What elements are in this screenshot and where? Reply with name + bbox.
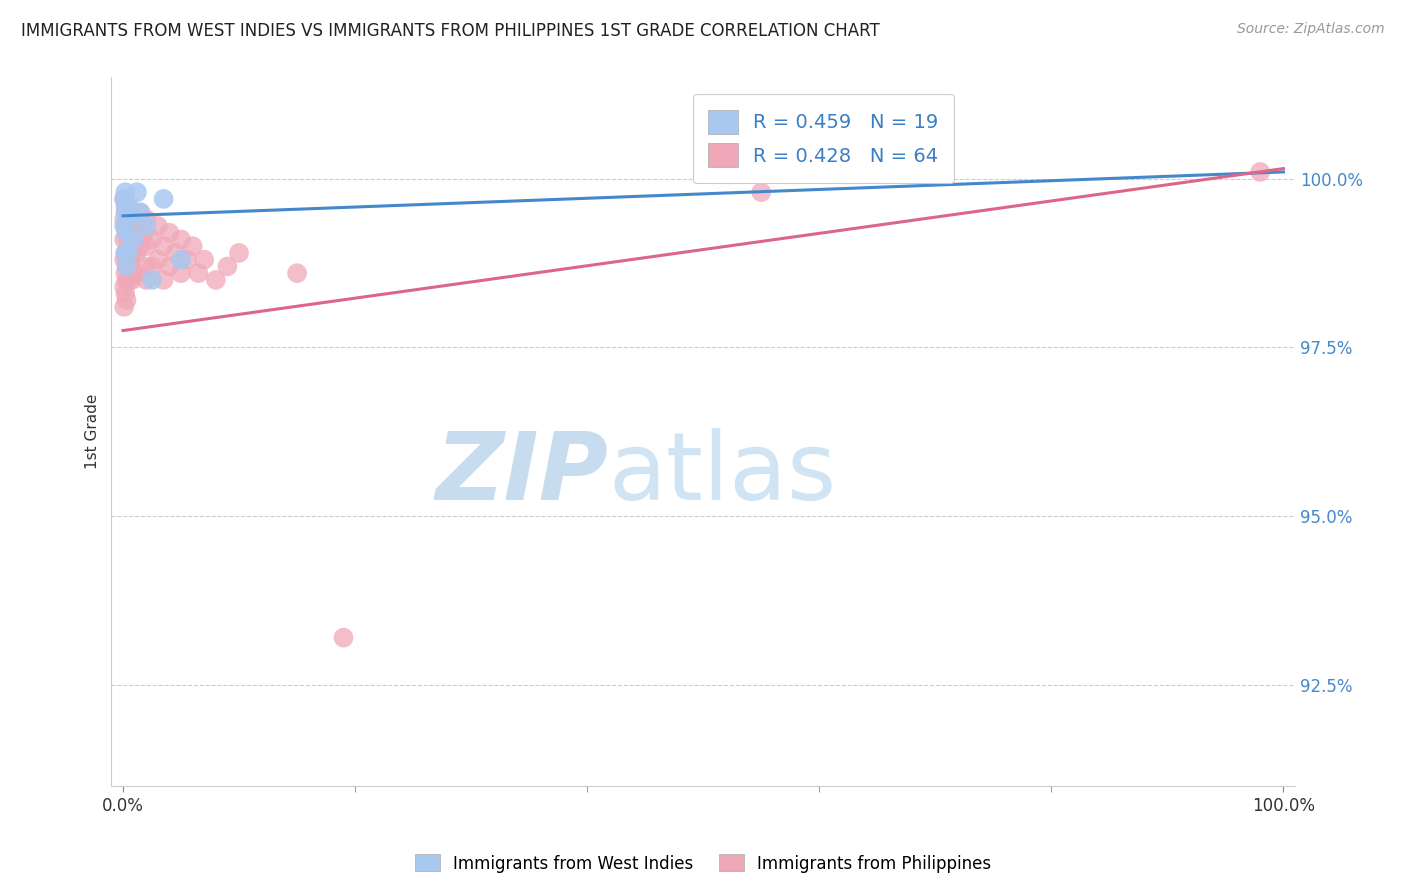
Point [146, 252, 169, 267]
Point [112, 300, 135, 314]
Point [152, 239, 174, 253]
Point [112, 192, 135, 206]
Point [122, 266, 145, 280]
Point [170, 252, 193, 267]
Point [146, 219, 169, 233]
Point [112, 232, 135, 246]
Point [112, 219, 135, 233]
Point [205, 273, 228, 287]
Point [217, 260, 239, 274]
Point [117, 212, 139, 227]
Legend: R = 0.459   N = 19, R = 0.428   N = 64: R = 0.459 N = 19, R = 0.428 N = 64 [693, 95, 953, 183]
Text: atlas: atlas [609, 428, 837, 520]
Point [114, 246, 136, 260]
Point [159, 260, 181, 274]
Point [115, 226, 138, 240]
Point [159, 226, 181, 240]
Point [112, 279, 135, 293]
Point [120, 260, 142, 274]
Point [170, 266, 193, 280]
Point [125, 219, 148, 233]
Point [132, 260, 155, 274]
Point [141, 260, 163, 274]
Point [122, 232, 145, 246]
Point [114, 286, 136, 301]
Point [124, 266, 146, 280]
Point [115, 273, 138, 287]
Point [135, 219, 157, 233]
Point [118, 219, 141, 233]
Point [115, 199, 138, 213]
Point [187, 266, 209, 280]
Point [112, 212, 135, 227]
Point [120, 232, 142, 246]
Point [117, 232, 139, 246]
Point [114, 205, 136, 219]
Point [165, 246, 187, 260]
Point [117, 260, 139, 274]
Point [129, 205, 152, 219]
Point [118, 252, 141, 267]
Point [122, 239, 145, 253]
Point [285, 266, 308, 280]
Point [121, 246, 143, 260]
Point [112, 252, 135, 267]
Point [114, 266, 136, 280]
Point [135, 212, 157, 227]
Legend: Immigrants from West Indies, Immigrants from Philippines: Immigrants from West Indies, Immigrants … [408, 847, 998, 880]
Point [118, 226, 141, 240]
Point [117, 246, 139, 260]
Point [115, 252, 138, 267]
Point [141, 232, 163, 246]
Point [332, 631, 354, 645]
Point [129, 205, 152, 219]
Point [129, 239, 152, 253]
Point [193, 252, 215, 267]
Point [112, 192, 135, 206]
Text: Source: ZipAtlas.com: Source: ZipAtlas.com [1237, 22, 1385, 37]
Point [176, 252, 198, 267]
Point [125, 246, 148, 260]
Point [124, 212, 146, 227]
Point [125, 185, 148, 199]
Point [115, 293, 138, 308]
Point [124, 239, 146, 253]
Point [170, 232, 193, 246]
Point [118, 199, 141, 213]
Point [114, 219, 136, 233]
Point [181, 239, 204, 253]
Point [114, 185, 136, 199]
Point [152, 192, 174, 206]
Point [117, 212, 139, 227]
Point [120, 205, 142, 219]
Point [118, 273, 141, 287]
Point [135, 239, 157, 253]
Point [115, 205, 138, 219]
Point [121, 273, 143, 287]
Point [115, 260, 138, 274]
Point [141, 273, 163, 287]
Point [118, 246, 141, 260]
Point [152, 273, 174, 287]
Point [1249, 165, 1271, 179]
Point [114, 199, 136, 213]
Point [115, 226, 138, 240]
Point [749, 185, 772, 199]
Point [132, 226, 155, 240]
Text: ZIP: ZIP [436, 428, 609, 520]
Text: IMMIGRANTS FROM WEST INDIES VS IMMIGRANTS FROM PHILIPPINES 1ST GRADE CORRELATION: IMMIGRANTS FROM WEST INDIES VS IMMIGRANT… [21, 22, 880, 40]
Y-axis label: 1st Grade: 1st Grade [86, 394, 100, 469]
Point [228, 246, 250, 260]
Point [114, 246, 136, 260]
Point [135, 273, 157, 287]
